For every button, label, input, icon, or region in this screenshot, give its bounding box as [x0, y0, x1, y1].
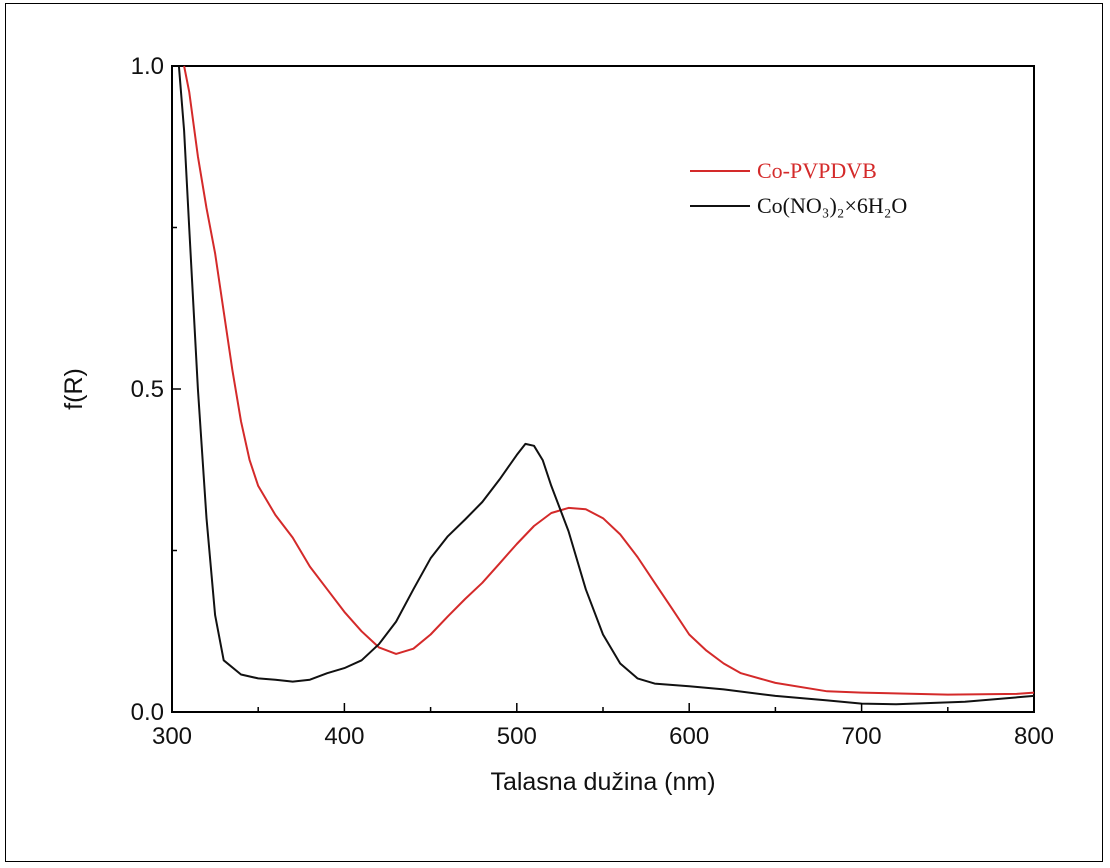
y-tick-label: 1.0: [131, 53, 164, 80]
y-tick-label: 0.0: [131, 699, 164, 726]
x-tick-label: 800: [1014, 723, 1054, 750]
x-tick-label: 600: [669, 723, 709, 750]
x-tick-label: 400: [324, 723, 364, 750]
legend-label-cobalt-nitrate: Co(NO₃)₂×6H₂O: [757, 193, 907, 218]
legend-label-co-pvpdvb: Co-PVPDVB: [757, 158, 877, 183]
x-tick-label: 500: [497, 723, 537, 750]
figure-frame: [5, 3, 1103, 862]
series-line-cobalt-nitrate: [177, 65, 1035, 706]
x-axis-title: Talasna dužina (nm): [490, 768, 715, 796]
series-layer: [177, 65, 1035, 706]
plot-border: [171, 65, 1035, 713]
plot-area: [171, 65, 1035, 713]
legend: Co-PVPDVB Co(NO₃)₂×6H₂O: [690, 158, 907, 218]
series-line-co-pvpdvb: [183, 65, 1035, 696]
y-tick-label: 0.5: [131, 376, 164, 403]
x-tick-label: 700: [842, 723, 882, 750]
y-axis-title: f(R): [60, 368, 88, 410]
x-tick-label: 300: [152, 723, 192, 750]
axis-ticks: 300 400 500 600 700 800 0.0 0.5 1.0: [131, 53, 1054, 750]
